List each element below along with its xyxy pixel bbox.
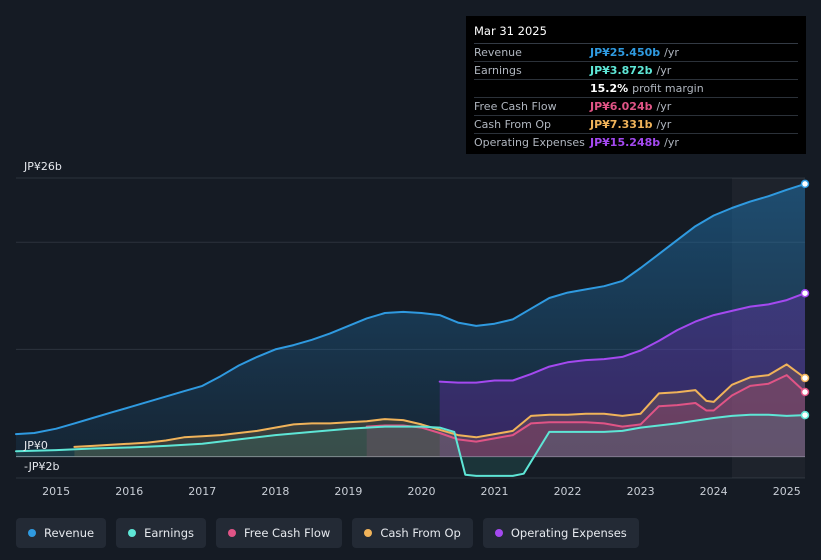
x-tick-label: 2016 — [115, 485, 143, 498]
tooltip-row-earnings: Earnings JP¥3.872b /yr — [474, 62, 798, 80]
x-tick-label: 2017 — [188, 485, 216, 498]
x-tick-label: 2022 — [554, 485, 582, 498]
legend-item-earnings[interactable]: Earnings — [116, 518, 206, 548]
operating-expenses-line — [438, 292, 806, 384]
tooltip-value: JP¥3.872b — [590, 64, 653, 77]
x-tick-label: 2025 — [773, 485, 801, 498]
tooltip-label: Operating Expenses — [474, 136, 585, 149]
tooltip-value: JP¥25.450b — [590, 46, 661, 59]
series-endpoints — [800, 179, 810, 420]
operating-expenses-endpoint — [800, 288, 810, 298]
cash-from-op-endpoint — [800, 373, 810, 383]
series-lines — [15, 182, 806, 477]
y-label-top: JP¥26b — [23, 160, 62, 173]
y-label-bottom: -JP¥2b — [24, 460, 59, 473]
cash-from-op-line — [73, 363, 806, 448]
legend-item-operating-expenses[interactable]: Operating Expenses — [482, 518, 639, 548]
legend-item-free-cash-flow[interactable]: Free Cash Flow — [216, 518, 343, 548]
x-tick-label: 2018 — [261, 485, 289, 498]
tooltip-unit: /yr — [656, 64, 672, 77]
tooltip-row-profit-margin: 15.2% profit margin — [474, 80, 798, 98]
free-cash-flow-area — [366, 375, 805, 457]
legend-dot-icon — [364, 529, 373, 537]
tooltip-value: JP¥6.024b — [590, 100, 653, 113]
tooltip-unit: /yr — [664, 46, 679, 59]
revenue-line — [15, 182, 806, 436]
legend-dot-icon — [28, 529, 36, 537]
x-tick-label: 2020 — [407, 485, 435, 498]
legend-item-cash-from-op[interactable]: Cash From Op — [352, 518, 473, 548]
tooltip-label: Cash From Op — [474, 118, 552, 131]
tooltip-value: JP¥15.248b — [590, 136, 661, 149]
x-axis: 2015 2016 2017 2018 2019 2020 2021 2022 2023 2024… — [42, 485, 801, 498]
tooltip-value: JP¥7.331b — [590, 118, 653, 131]
legend-label: Revenue — [44, 526, 95, 540]
cash-from-op-area — [74, 364, 805, 457]
tooltip-label: Earnings — [474, 64, 522, 77]
x-tick-label: 2021 — [481, 485, 509, 498]
tooltip-label: Free Cash Flow — [474, 100, 557, 113]
tooltip-row-free-cash-flow: Free Cash Flow JP¥6.024b /yr — [474, 98, 798, 116]
tooltip-panel: Mar 31 2025 Revenue JP¥25.450b /yr Earni… — [466, 16, 806, 154]
legend-label: Cash From Op — [380, 526, 461, 540]
tooltip-value: 15.2% — [590, 82, 629, 95]
legend-label: Free Cash Flow — [244, 526, 331, 540]
tooltip-unit: /yr — [656, 100, 672, 113]
x-tick-label: 2023 — [627, 485, 655, 498]
free-cash-flow-line — [365, 374, 806, 443]
series-areas — [16, 183, 805, 476]
tooltip-row-operating-expenses: Operating Expenses JP¥15.248b /yr — [474, 134, 798, 151]
legend-dot-icon — [494, 529, 503, 537]
x-tick-label: 2024 — [700, 485, 728, 498]
free-cash-flow-endpoint — [800, 387, 810, 397]
legend-label: Earnings — [144, 526, 194, 540]
x-tick-label: 2019 — [334, 485, 362, 498]
legend-label: Operating Expenses — [510, 526, 627, 540]
tooltip-date: Mar 31 2025 — [474, 22, 798, 44]
earnings-endpoint — [800, 410, 810, 420]
y-label-zero: JP¥0 — [23, 439, 48, 452]
tooltip-row-cash-from-op: Cash From Op JP¥7.331b /yr — [474, 116, 798, 134]
legend: Revenue Earnings Free Cash Flow Cash Fro… — [16, 518, 639, 548]
earnings-area — [16, 414, 805, 476]
legend-dot-icon — [128, 529, 137, 537]
tooltip-unit: /yr — [656, 118, 672, 131]
legend-dot-icon — [228, 529, 236, 537]
revenue-endpoint — [800, 179, 810, 189]
revenue-area — [16, 183, 805, 457]
tooltip-label: Revenue — [474, 46, 522, 59]
legend-item-revenue[interactable]: Revenue — [16, 518, 107, 548]
tooltip-row-revenue: Revenue JP¥25.450b /yr — [474, 44, 798, 62]
tooltip-unit: /yr — [664, 136, 679, 149]
tooltip-unit: profit margin — [632, 82, 704, 95]
earnings-line — [15, 413, 806, 477]
x-tick-label: 2015 — [42, 485, 70, 498]
